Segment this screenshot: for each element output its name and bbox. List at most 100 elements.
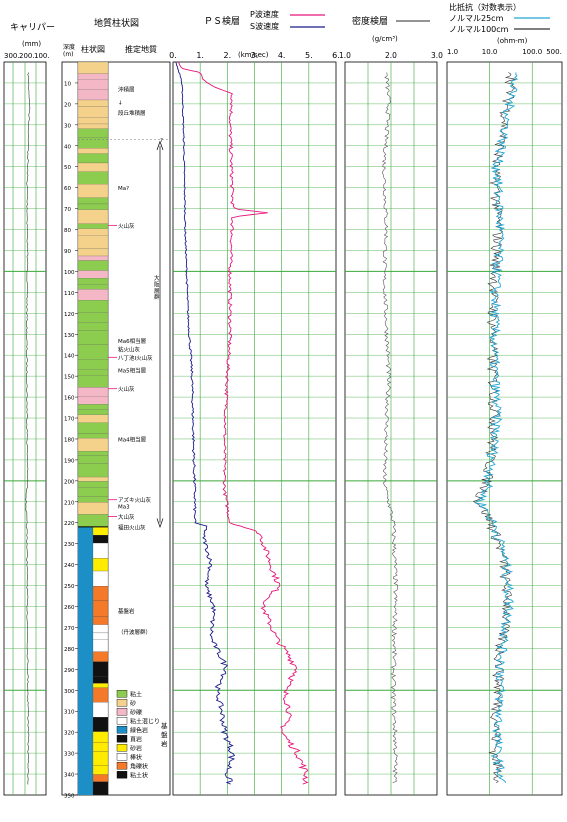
strata-label: 阪 xyxy=(154,280,160,288)
sediment-layer xyxy=(77,278,109,285)
sediment-layer xyxy=(77,433,109,439)
legend-label: 砂礫 xyxy=(130,708,142,716)
column-header: 柱状図 xyxy=(81,44,105,54)
velocity-tick: 6. xyxy=(332,51,340,60)
caliper-tick: 200. xyxy=(19,52,35,60)
sediment-layer xyxy=(77,344,109,360)
depth-tick: 250 xyxy=(64,584,75,590)
depth-tick: 170 xyxy=(64,417,75,423)
sediment-layer xyxy=(77,99,109,107)
sediment-layer xyxy=(77,137,109,149)
depth-tick: 270 xyxy=(64,626,75,632)
resist-frame xyxy=(446,61,563,796)
depth-tick: 190 xyxy=(64,458,75,464)
sediment-layer xyxy=(77,496,109,503)
sediment-layer xyxy=(77,117,109,125)
strata-label: 大 xyxy=(154,274,160,282)
sediment-layer xyxy=(77,514,109,528)
legend-swatch xyxy=(116,735,128,743)
sediment-layer xyxy=(77,184,109,198)
bedrock-layer xyxy=(92,558,109,572)
strata-label: Ma4相当層 xyxy=(118,435,146,443)
strata-label: 八丁池Ⅰ火山灰 xyxy=(118,354,153,362)
depth-tick: 210 xyxy=(64,500,75,506)
depth-tick: 260 xyxy=(64,605,75,611)
legend-side-label: 基 xyxy=(161,721,168,730)
p-legend-label: P波速度 xyxy=(250,9,279,19)
sediment-layer xyxy=(77,369,109,376)
depth-tick: 310 xyxy=(64,710,75,716)
caliper-tick: 100. xyxy=(34,52,50,60)
bedrock-layer xyxy=(92,639,109,652)
density-title: 密度検層 xyxy=(352,15,388,27)
caliper-title: キャリパー xyxy=(10,22,55,33)
bedrock-layer xyxy=(92,616,109,625)
sediment-layer xyxy=(77,502,109,515)
depth-tick: 290 xyxy=(64,668,75,674)
bedrock-layer xyxy=(92,570,109,587)
resist-tick: 1.0 xyxy=(447,48,458,56)
strata-label: Ma3 xyxy=(118,504,130,510)
strata-label: Ma6相当層 xyxy=(118,337,146,345)
bedrock-layer xyxy=(92,781,109,796)
sediment-layer xyxy=(77,79,109,90)
depth-header: 深度 xyxy=(63,43,75,51)
depth-tick: 80 xyxy=(64,228,71,234)
strata-label: 火山灰 xyxy=(118,385,135,393)
sediment-layer xyxy=(77,89,109,101)
sediment-layer xyxy=(77,438,109,452)
sediment-layer xyxy=(77,289,109,301)
depth-tick: 50 xyxy=(64,165,71,171)
strata-label: 粘火山灰 xyxy=(118,345,141,353)
bedrock-layer xyxy=(92,661,109,677)
bedrock-layer xyxy=(92,774,109,782)
depth-tick: 140 xyxy=(64,354,75,360)
strata-label: 福田火山灰 xyxy=(118,523,146,531)
strata-label: 基盤岩 xyxy=(118,607,135,615)
bedrock-layer xyxy=(92,586,109,601)
velocity-unit: (km/sec) xyxy=(238,51,269,59)
density-tick: 1.0 xyxy=(339,51,351,60)
velocity-tick: 0. xyxy=(169,51,177,60)
legend-label: 頁岩 xyxy=(130,735,142,743)
depth-tick: 60 xyxy=(64,186,71,192)
sediment-layer xyxy=(77,61,109,74)
velocity-tick: 5. xyxy=(305,51,313,60)
depth-tick: 40 xyxy=(64,144,71,150)
res100-label: ノルマル100cm xyxy=(449,25,509,34)
greenstone-band xyxy=(78,526,93,795)
velocity-tick: 1. xyxy=(196,51,204,60)
sediment-layer xyxy=(77,481,109,488)
ps-title: ＰＳ検層 xyxy=(204,15,240,27)
bedrock-layer xyxy=(92,632,109,640)
caliper-tick: 300. xyxy=(4,52,20,60)
sediment-layer xyxy=(77,455,109,464)
strata-label: Ma? xyxy=(118,186,129,192)
depth-tick: 200 xyxy=(64,479,75,485)
bedrock-layer xyxy=(92,526,109,536)
res25-label: ノルマル25cm xyxy=(449,14,504,23)
sediment-layer xyxy=(77,330,109,345)
sediment-layer xyxy=(77,197,109,205)
resist-tick: 500. xyxy=(546,48,562,56)
bedrock-layer xyxy=(92,765,109,775)
bedrock-layer xyxy=(92,600,109,618)
depth-tick: 280 xyxy=(64,647,75,653)
sediment-layer xyxy=(77,73,109,80)
legend-label: 砂岩 xyxy=(130,744,142,752)
strata-label: アズキ火山灰 xyxy=(118,496,152,504)
legend-label: 緑色岩 xyxy=(130,726,148,734)
resist-tick: 10.0 xyxy=(482,48,498,56)
strata-label: ↓ xyxy=(118,99,123,106)
sediment-layer xyxy=(77,300,109,313)
res25-line xyxy=(475,72,519,784)
bedrock-layer xyxy=(92,731,109,743)
legend-swatch xyxy=(116,771,128,779)
legend-swatch xyxy=(116,726,128,734)
bedrock-layer xyxy=(92,717,109,732)
depth-tick: 320 xyxy=(64,731,75,737)
depth-tick: 240 xyxy=(64,563,75,569)
depth-tick: 10 xyxy=(64,81,71,87)
bedrock-layer xyxy=(92,751,109,766)
